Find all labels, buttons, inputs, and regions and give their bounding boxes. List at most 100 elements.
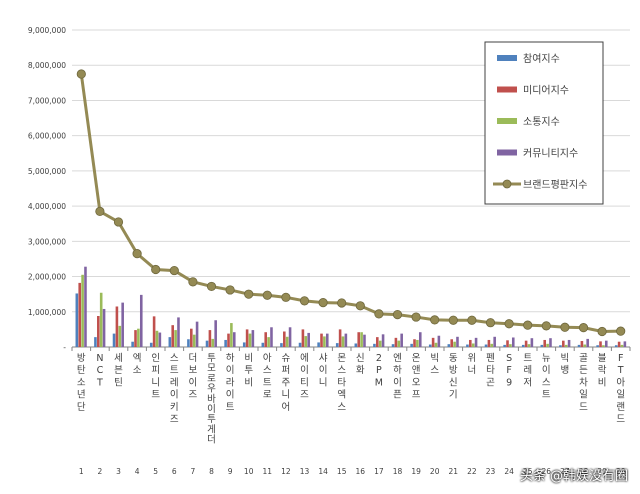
bar	[453, 341, 456, 347]
bar	[118, 325, 122, 347]
bar	[341, 336, 345, 347]
bar	[261, 342, 265, 347]
bar	[338, 329, 342, 347]
brand-index-point	[206, 281, 217, 292]
x-rank-label: 19	[411, 467, 421, 476]
bar	[564, 344, 568, 347]
brand-index-point	[95, 206, 105, 216]
bar	[304, 336, 308, 347]
x-rank-label: 28	[579, 467, 589, 476]
bar	[493, 336, 496, 347]
bar	[394, 337, 398, 347]
brand-index-point	[244, 289, 254, 299]
bar	[270, 327, 273, 347]
brand-index-point	[151, 264, 161, 275]
bar	[487, 339, 491, 347]
bar	[437, 335, 441, 347]
brand-index-point	[374, 309, 384, 319]
brand-index-point	[113, 217, 124, 227]
bar	[456, 336, 459, 347]
y-tick-label: -	[63, 343, 66, 352]
bar	[450, 339, 453, 347]
bar	[614, 345, 618, 347]
bar	[586, 338, 589, 347]
bar	[360, 332, 363, 347]
y-tick-label: 8,000,000	[28, 61, 66, 70]
x-rank-label: 7	[191, 467, 196, 476]
bar	[524, 340, 528, 347]
x-rank-label: 2	[98, 467, 103, 476]
bar	[84, 266, 87, 347]
bar	[434, 342, 438, 347]
bar	[397, 340, 401, 347]
brand-index-point	[355, 301, 365, 311]
brand-index-point	[392, 309, 403, 320]
bar	[99, 292, 103, 347]
bar	[75, 293, 79, 347]
x-rank-label: 30	[616, 467, 626, 476]
legend-label: 브랜드평판지수	[523, 179, 587, 191]
bar	[94, 337, 97, 347]
legend-swatch	[497, 149, 517, 156]
bar	[288, 327, 292, 347]
brand-index-point	[541, 321, 551, 331]
y-tick-label: 6,000,000	[28, 132, 66, 141]
bar	[546, 343, 549, 347]
bar	[363, 334, 366, 347]
y-tick-label: 3,000,000	[28, 237, 66, 246]
brand-index-point	[448, 315, 458, 325]
legend-swatch	[497, 118, 517, 124]
bar	[471, 343, 475, 347]
brand-index-point	[485, 318, 496, 328]
bar	[623, 341, 627, 347]
brand-index-point	[169, 265, 179, 276]
bar	[81, 274, 84, 347]
x-rank-label: 14	[318, 467, 328, 476]
x-axis-rank-labels: 1 2 3 4 5 6 7 8 9 10 11 12 13 14 15 16 17 18 19 20 21 22 23 24 2…	[79, 467, 626, 476]
bar	[562, 340, 565, 347]
x-rank-label: 22	[467, 467, 477, 476]
bar	[577, 344, 581, 347]
x-rank-label: 5	[153, 467, 158, 476]
x-rank-label: 20	[430, 467, 440, 476]
bar	[527, 344, 531, 347]
bar	[490, 343, 494, 347]
y-tick-label: 5,000,000	[28, 167, 66, 176]
bars	[75, 266, 627, 347]
x-rank-label: 12	[281, 467, 291, 476]
bar	[540, 344, 544, 347]
bar	[152, 316, 156, 347]
bar	[115, 306, 119, 347]
bar	[168, 337, 172, 347]
legend-label: 커뮤니티지수	[523, 148, 578, 160]
x-rank-label: 10	[244, 467, 254, 476]
bar	[381, 334, 385, 347]
bar	[323, 336, 326, 347]
bar	[149, 342, 153, 347]
bar	[214, 320, 217, 347]
bar	[301, 329, 305, 347]
bar	[325, 333, 329, 347]
bar	[192, 334, 196, 347]
x-rank-label: 17	[374, 467, 384, 476]
brand-index-point	[262, 290, 272, 300]
bar	[131, 341, 134, 347]
bar	[530, 338, 534, 347]
bar	[230, 323, 233, 347]
